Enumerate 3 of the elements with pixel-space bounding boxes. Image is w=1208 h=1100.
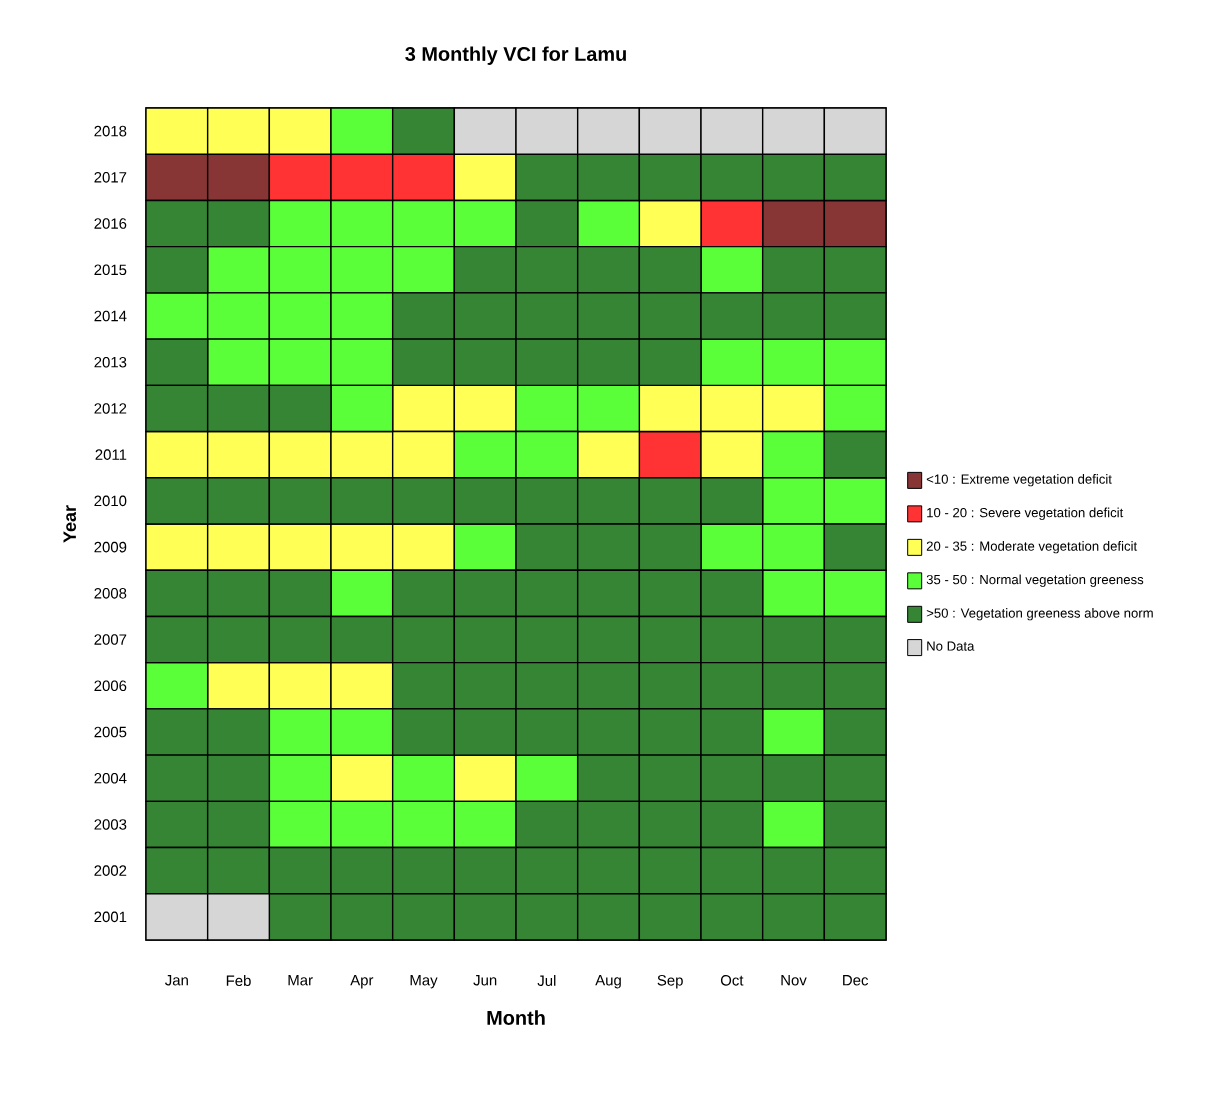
y-axis-title: Year	[63, 505, 77, 543]
x-axis-title: Month	[487, 1010, 545, 1025]
chart-title: 3 Monthly VCI for Lamu	[405, 46, 626, 65]
